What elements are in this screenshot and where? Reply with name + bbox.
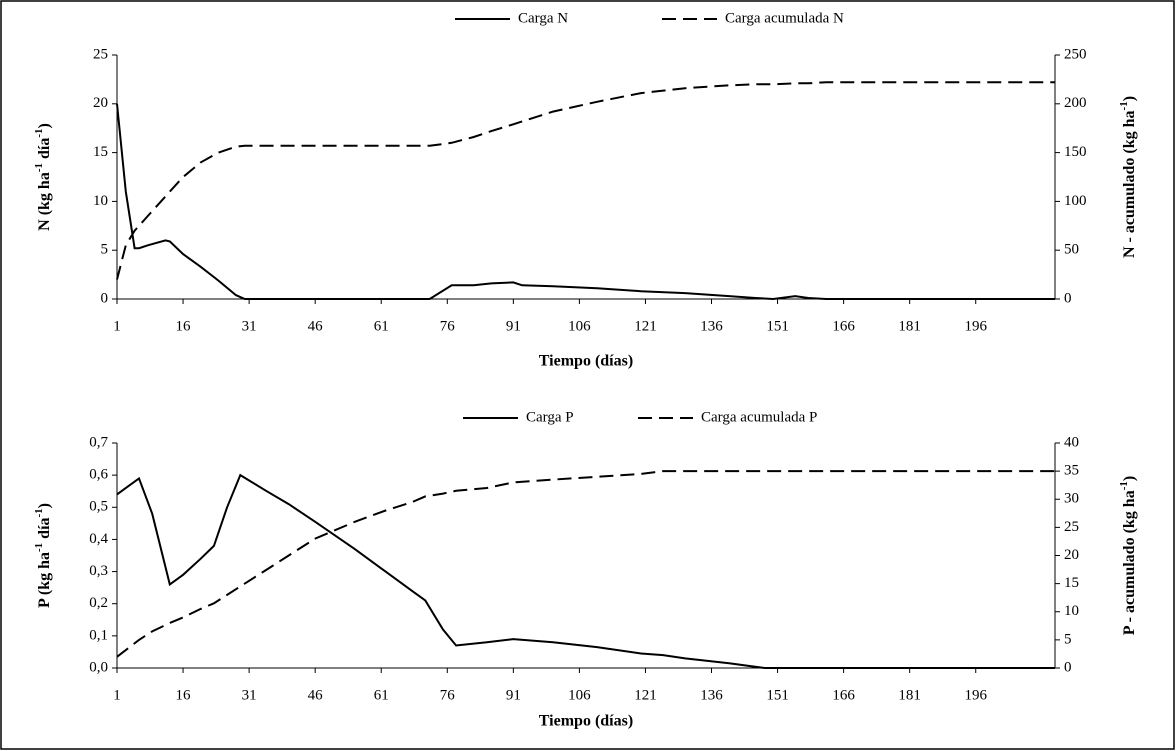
y2-tick-label: 5 — [1064, 631, 1072, 647]
x-tick-label: 121 — [634, 687, 657, 703]
axis-title-part: ) — [36, 123, 53, 128]
x-tick-label: 151 — [766, 687, 789, 703]
x-axis-title: Tiempo (días) — [539, 353, 633, 370]
axis-title-part: -1 — [33, 508, 45, 517]
y2-tick-label: 35 — [1064, 463, 1079, 479]
y-tick-label: 20 — [93, 95, 108, 111]
y2-tick-label: 250 — [1064, 46, 1087, 62]
x-tick-label: 196 — [964, 318, 987, 334]
y-tick-label: 0,6 — [89, 467, 108, 483]
y2-tick-label: 0 — [1064, 659, 1072, 675]
x-tick-label: 166 — [832, 318, 855, 334]
y2-tick-label: 30 — [1064, 491, 1079, 507]
y2-tick-label: 100 — [1064, 193, 1087, 209]
x-axis-title: Tiempo (días) — [539, 713, 633, 730]
x-tick-label: 91 — [506, 318, 521, 334]
y2-tick-label: 200 — [1064, 95, 1087, 111]
y2-tick-label: 50 — [1064, 242, 1079, 258]
x-tick-label: 196 — [964, 687, 987, 703]
axis-title-part: día — [36, 138, 53, 163]
data-line — [116, 473, 1055, 669]
x-tick-label: 91 — [506, 687, 521, 703]
x-tick-label: 46 — [308, 318, 324, 334]
y-tick-label: 0,1 — [89, 627, 108, 643]
axis-title-part: -1 — [33, 128, 45, 137]
axis-title-part: -1 — [1118, 481, 1130, 490]
x-tick-label: 1 — [113, 318, 121, 334]
axis-title-part: -1 — [1118, 101, 1130, 110]
data-line — [116, 103, 1055, 301]
axis-title-part: -1 — [33, 543, 45, 552]
x-tick-label: 46 — [308, 687, 324, 703]
axis-title-part: N (kg ha — [36, 172, 53, 231]
x-tick-label: 181 — [898, 318, 921, 334]
x-tick-label: 76 — [440, 687, 456, 703]
y-tick-label: 25 — [93, 46, 108, 62]
legend-label: Carga acumulada N — [725, 10, 844, 26]
axis-title: P - acumulado (kg ha-1) — [1118, 476, 1138, 635]
x-tick-label: 166 — [832, 687, 855, 703]
y-tick-label: 0,0 — [89, 659, 108, 675]
y2-tick-label: 150 — [1064, 144, 1087, 160]
y2-tick-label: 20 — [1064, 547, 1079, 563]
x-tick-label: 136 — [700, 318, 723, 334]
y-tick-label: 15 — [93, 144, 108, 160]
axis-title-part: P (kg ha — [36, 552, 53, 608]
x-tick-label: 121 — [634, 318, 657, 334]
x-tick-label: 106 — [568, 318, 591, 334]
data-line — [116, 470, 1055, 658]
legend-label: Carga N — [518, 10, 568, 26]
x-tick-label: 1 — [113, 687, 121, 703]
axis-title-part: ) — [1121, 476, 1138, 481]
axis-title-part: ) — [36, 503, 53, 508]
x-tick-label: 16 — [176, 318, 192, 334]
x-tick-label: 151 — [766, 318, 789, 334]
x-tick-label: 136 — [700, 687, 723, 703]
y2-tick-label: 15 — [1064, 575, 1079, 591]
y2-tick-label: 0 — [1064, 290, 1072, 306]
axis-title-part: día — [36, 517, 53, 542]
x-tick-label: 31 — [242, 687, 257, 703]
x-tick-label: 31 — [242, 318, 257, 334]
axis-title-part: N - acumulado (kg ha — [1121, 110, 1138, 258]
x-tick-label: 61 — [374, 687, 389, 703]
y2-tick-label: 40 — [1064, 434, 1079, 450]
axis-title-part: P - acumulado (kg ha — [1121, 490, 1138, 635]
x-tick-label: 181 — [898, 687, 921, 703]
axis-title: P (kg ha-1 día-1) — [33, 503, 53, 608]
axis-title: N (kg ha-1 día-1) — [33, 123, 53, 231]
y-tick-label: 0,3 — [89, 563, 108, 579]
y-tick-label: 0,4 — [89, 531, 108, 547]
axis-title-part: -1 — [33, 163, 45, 172]
y-tick-label: 0,2 — [89, 595, 108, 611]
x-tick-label: 61 — [374, 318, 389, 334]
y2-tick-label: 10 — [1064, 603, 1079, 619]
x-tick-label: 106 — [568, 687, 591, 703]
x-tick-label: 16 — [176, 687, 192, 703]
y-tick-label: 0,7 — [89, 434, 108, 450]
y-tick-label: 10 — [93, 193, 108, 209]
y2-tick-label: 25 — [1064, 519, 1079, 535]
axis-title: N - acumulado (kg ha-1) — [1118, 96, 1138, 258]
y-tick-label: 0 — [101, 290, 109, 306]
axis-title-part: ) — [1121, 96, 1138, 101]
legend-label: Carga acumulada P — [701, 409, 817, 425]
data-line — [116, 81, 1055, 280]
x-tick-label: 76 — [440, 318, 456, 334]
legend-label: Carga P — [526, 409, 574, 425]
y-tick-label: 0,5 — [89, 499, 108, 515]
y-tick-label: 5 — [101, 242, 109, 258]
